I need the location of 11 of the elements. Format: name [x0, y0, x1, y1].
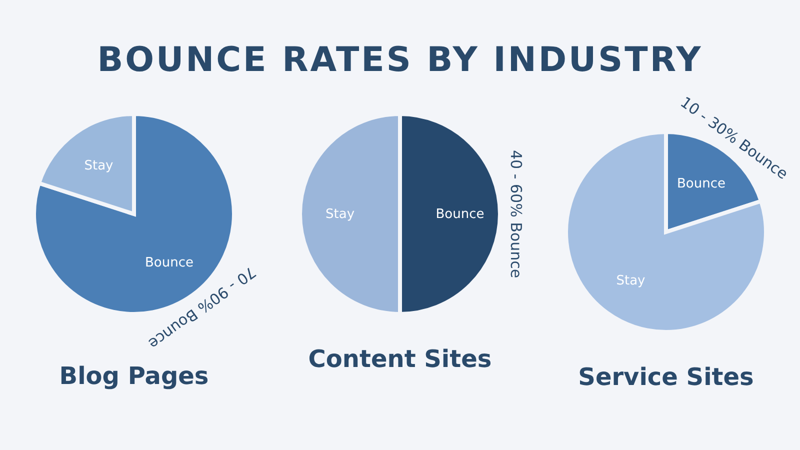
slice-label: Bounce	[145, 256, 194, 271]
text: 40 - 60% Bounce	[507, 150, 525, 278]
text: Blog Pages	[59, 362, 209, 390]
text: Content Sites	[308, 345, 492, 373]
slice-label: Stay	[616, 274, 646, 289]
slice-label: Stay	[84, 158, 114, 174]
slice-label: Bounce	[436, 207, 484, 222]
slice-label: Bounce	[677, 176, 726, 192]
text: BOUNCE RATES BY INDUSTRY	[96, 39, 704, 80]
text: Service Sites	[578, 363, 754, 391]
slice-label: Stay	[325, 207, 355, 222]
